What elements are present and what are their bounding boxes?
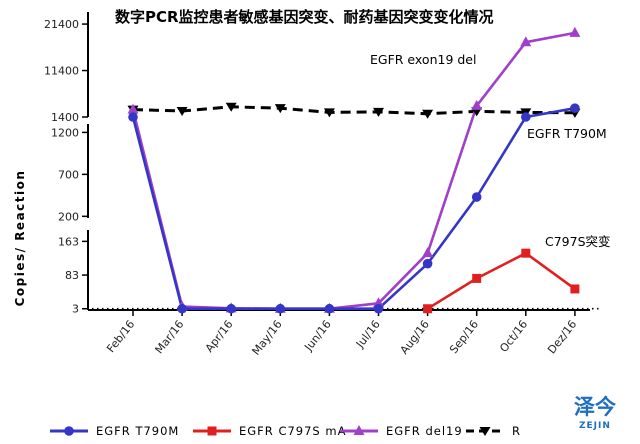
point-egfr-t790m [471,192,482,202]
point-egfr-t790m [128,112,138,122]
x-tick-label: Oct/16 [497,318,530,355]
point-egfr-c797s-ma [521,248,531,258]
legend: EGFR T790M EGFR C797S mA EGFR del19 R [50,424,521,438]
x-tick-label: Mar/16 [153,318,187,356]
y-tick-label: 1400 [51,111,79,124]
point-egfr-t790m [422,258,433,269]
point-r [323,108,335,118]
watermark: 泽今 ZEJIN [574,395,616,431]
point-r [176,106,188,116]
point-egfr-del19 [422,247,434,258]
legend-label-egfr-t790m: EGFR T790M [96,424,179,438]
y-tick-label: 163 [58,235,79,248]
annotation-c797s: C797S突变 [545,234,611,249]
x-tick-label: May/16 [250,318,285,358]
annotation-t790m: EGFR T790M [527,126,607,141]
x-tick-label: Sep/16 [447,318,481,356]
point-egfr-t790m [226,303,236,314]
y-tick-label: 3 [72,303,79,316]
y-tick-label: 700 [58,168,79,181]
point-r [274,104,286,114]
y-tick-label: 83 [65,269,79,282]
y-tick-label: 1200 [51,126,79,139]
point-egfr-c797s-ma [472,273,482,283]
point-egfr-t790m [324,303,335,314]
legend-label-r: R [512,424,521,438]
series-layer [131,31,576,310]
legend-marker-egfr-c797s-ma [207,426,217,436]
watermark-cn: 泽今 [574,395,616,419]
x-tick-label: Feb/16 [104,318,137,355]
point-r [422,109,434,119]
y-axis-label: Copies/ Reaction [13,170,27,307]
point-egfr-c797s-ma [570,284,580,294]
point-egfr-c797s-ma [423,304,433,314]
legend-marker-egfr-del19 [353,425,365,435]
point-egfr-del19 [373,297,384,308]
series-line-r [132,105,575,116]
chart-title: 数字PCR监控患者敏感基因突变、耐药基因突变变化情况 [115,8,494,26]
point-egfr-del19 [127,103,139,114]
point-egfr-del19 [471,99,483,110]
y-tick-label: 21400 [44,18,79,31]
point-egfr-del19 [520,36,532,47]
y-tick-label: 200 [58,210,79,223]
watermark-en: ZEJIN [579,421,611,431]
x-tick-label: Jun/16 [301,318,333,354]
legend-marker-r [479,427,491,436]
y-tick-label: 11400 [44,65,79,78]
series-line-egfr-del19 [131,31,576,310]
x-tick-label: Aug/16 [398,318,432,357]
x-tick-label: Jul/16 [353,318,383,351]
legend-marker-egfr-t790m [64,426,74,436]
x-tick-label: Apr/16 [203,318,236,355]
point-egfr-t790m [521,112,531,122]
point-r [225,102,237,112]
point-egfr-t790m [373,303,384,314]
series-line-egfr-c797s-ma [426,251,576,310]
legend-label-egfr-del19: EGFR del19 [386,424,463,438]
marks-layer [127,26,581,314]
point-egfr-t790m [275,303,286,314]
annotation-exon19: EGFR exon19 del [370,52,476,67]
legend-label-egfr-c797s-ma: EGFR C797S mA [239,424,346,438]
point-egfr-t790m [570,103,580,113]
series-line-egfr-t790m [131,106,576,310]
point-egfr-t790m [177,303,187,314]
x-tick-label: Dez/16 [545,318,579,357]
point-egfr-del19 [569,26,581,37]
point-r [373,107,384,117]
